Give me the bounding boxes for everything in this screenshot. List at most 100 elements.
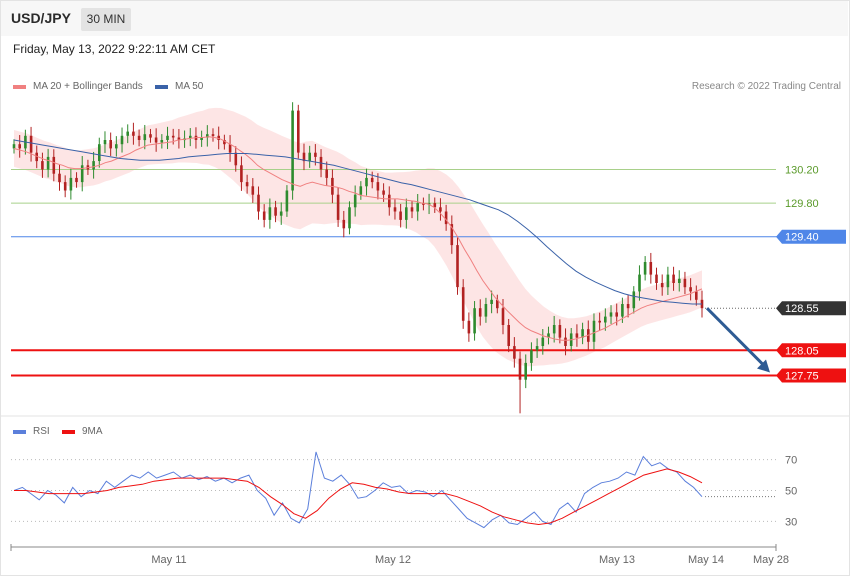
timestamp: Friday, May 13, 2022 9:22:11 AM CET bbox=[13, 42, 216, 56]
candle-body bbox=[217, 135, 220, 140]
candle-body bbox=[166, 135, 169, 140]
candle-body bbox=[638, 274, 641, 292]
candle-body bbox=[353, 194, 357, 208]
candle-body bbox=[103, 140, 107, 145]
candle-body bbox=[592, 320, 596, 342]
candle-body bbox=[678, 278, 681, 283]
candle-body bbox=[149, 134, 152, 138]
candle-body bbox=[621, 304, 624, 317]
candle-body bbox=[69, 177, 73, 191]
candle-body bbox=[171, 135, 175, 138]
rsi-swatch bbox=[13, 429, 26, 434]
candle-body bbox=[439, 207, 442, 212]
candle-body bbox=[18, 144, 21, 149]
candle-body bbox=[126, 131, 129, 136]
ma9-legend-label: 9MA bbox=[82, 426, 103, 437]
candle-body bbox=[598, 320, 601, 323]
rsi-ma-line bbox=[14, 468, 703, 526]
candle-body bbox=[336, 194, 340, 220]
candle-body bbox=[382, 190, 385, 195]
candle-body bbox=[189, 135, 192, 139]
legend-ma20: MA 20 + Bollinger Bands bbox=[13, 81, 143, 92]
candle-body bbox=[240, 165, 243, 183]
candle-body bbox=[672, 274, 675, 283]
candle-body bbox=[484, 304, 488, 317]
candle-body bbox=[660, 283, 664, 288]
candle-body bbox=[695, 291, 698, 300]
candle-body bbox=[416, 203, 419, 212]
candle-body bbox=[444, 211, 448, 225]
candle-body bbox=[342, 219, 346, 229]
candle-body bbox=[75, 177, 78, 183]
candle-body bbox=[63, 182, 67, 191]
candle-body bbox=[257, 194, 260, 212]
candle-body bbox=[456, 245, 459, 288]
candle-body bbox=[245, 182, 249, 187]
level-tag-128.55 bbox=[776, 301, 846, 316]
candle-body bbox=[393, 207, 397, 212]
ma9-swatch bbox=[62, 429, 75, 434]
candle-body bbox=[524, 362, 527, 380]
candle-body bbox=[513, 346, 516, 359]
candle-body bbox=[575, 333, 579, 338]
rsi-tick-label-50: 50 bbox=[785, 486, 797, 498]
level-label-128.05: 128.05 bbox=[785, 345, 819, 357]
ma20-legend-label: MA 20 + Bollinger Bands bbox=[33, 81, 143, 92]
candle-body bbox=[547, 333, 550, 338]
candle-body bbox=[530, 350, 533, 363]
projection-arrowhead bbox=[757, 359, 770, 373]
level-label-129.80: 129.80 bbox=[785, 198, 819, 210]
timeframe-button[interactable]: 30 MIN bbox=[81, 8, 131, 31]
candle-body bbox=[365, 177, 368, 187]
candle-body bbox=[223, 140, 226, 145]
candle-body bbox=[473, 308, 476, 334]
level-tag-128.05 bbox=[776, 343, 846, 358]
symbol-label: USD/JPY bbox=[11, 10, 71, 26]
candle-body bbox=[643, 262, 647, 275]
candle-body bbox=[478, 308, 482, 317]
credit-text: Research © 2022 Trading Central bbox=[691, 81, 841, 92]
ma50-legend-label: MA 50 bbox=[175, 81, 204, 92]
x-tick-label: May 12 bbox=[375, 554, 411, 566]
candle-body bbox=[655, 274, 658, 283]
candle-body bbox=[558, 325, 562, 338]
x-tick-label: May 11 bbox=[151, 554, 186, 566]
candle-body bbox=[496, 299, 499, 309]
candle-body bbox=[143, 134, 147, 141]
candle-body bbox=[46, 156, 50, 170]
rsi-tick-label-70: 70 bbox=[785, 455, 797, 467]
candle-body bbox=[137, 135, 141, 140]
candle-body bbox=[433, 203, 437, 208]
candle-body bbox=[422, 203, 425, 205]
x-tick-label: May 28 bbox=[753, 554, 789, 566]
level-label-128.55: 128.55 bbox=[785, 303, 819, 315]
candle-body bbox=[609, 312, 613, 317]
candle-body bbox=[302, 152, 306, 162]
candle-body bbox=[211, 134, 215, 136]
candle-body bbox=[410, 207, 414, 212]
candle-body bbox=[12, 144, 16, 149]
candle-body bbox=[35, 152, 38, 162]
legend-rsi: RSI bbox=[13, 426, 50, 437]
candle-body bbox=[80, 165, 84, 183]
ma20-line bbox=[13, 136, 703, 341]
candle-body bbox=[604, 316, 607, 323]
candle-body bbox=[615, 312, 618, 317]
candle-body bbox=[552, 325, 556, 334]
candle-body bbox=[132, 131, 135, 136]
candle-body bbox=[228, 144, 232, 153]
x-tick-label: May 13 bbox=[599, 554, 635, 566]
candle-body bbox=[649, 262, 653, 275]
candle-body bbox=[41, 161, 44, 170]
legend-ma50: MA 50 bbox=[155, 81, 203, 92]
candle-body bbox=[359, 186, 363, 195]
candle-body bbox=[120, 135, 124, 145]
level-label-130.20: 130.20 bbox=[785, 164, 819, 176]
candle-body bbox=[274, 207, 277, 216]
candle-body bbox=[285, 190, 289, 212]
rsi-legend-label: RSI bbox=[33, 426, 50, 437]
rsi-tick-label-30: 30 bbox=[785, 516, 797, 528]
candle-body bbox=[297, 110, 300, 153]
candle-body bbox=[98, 144, 101, 161]
